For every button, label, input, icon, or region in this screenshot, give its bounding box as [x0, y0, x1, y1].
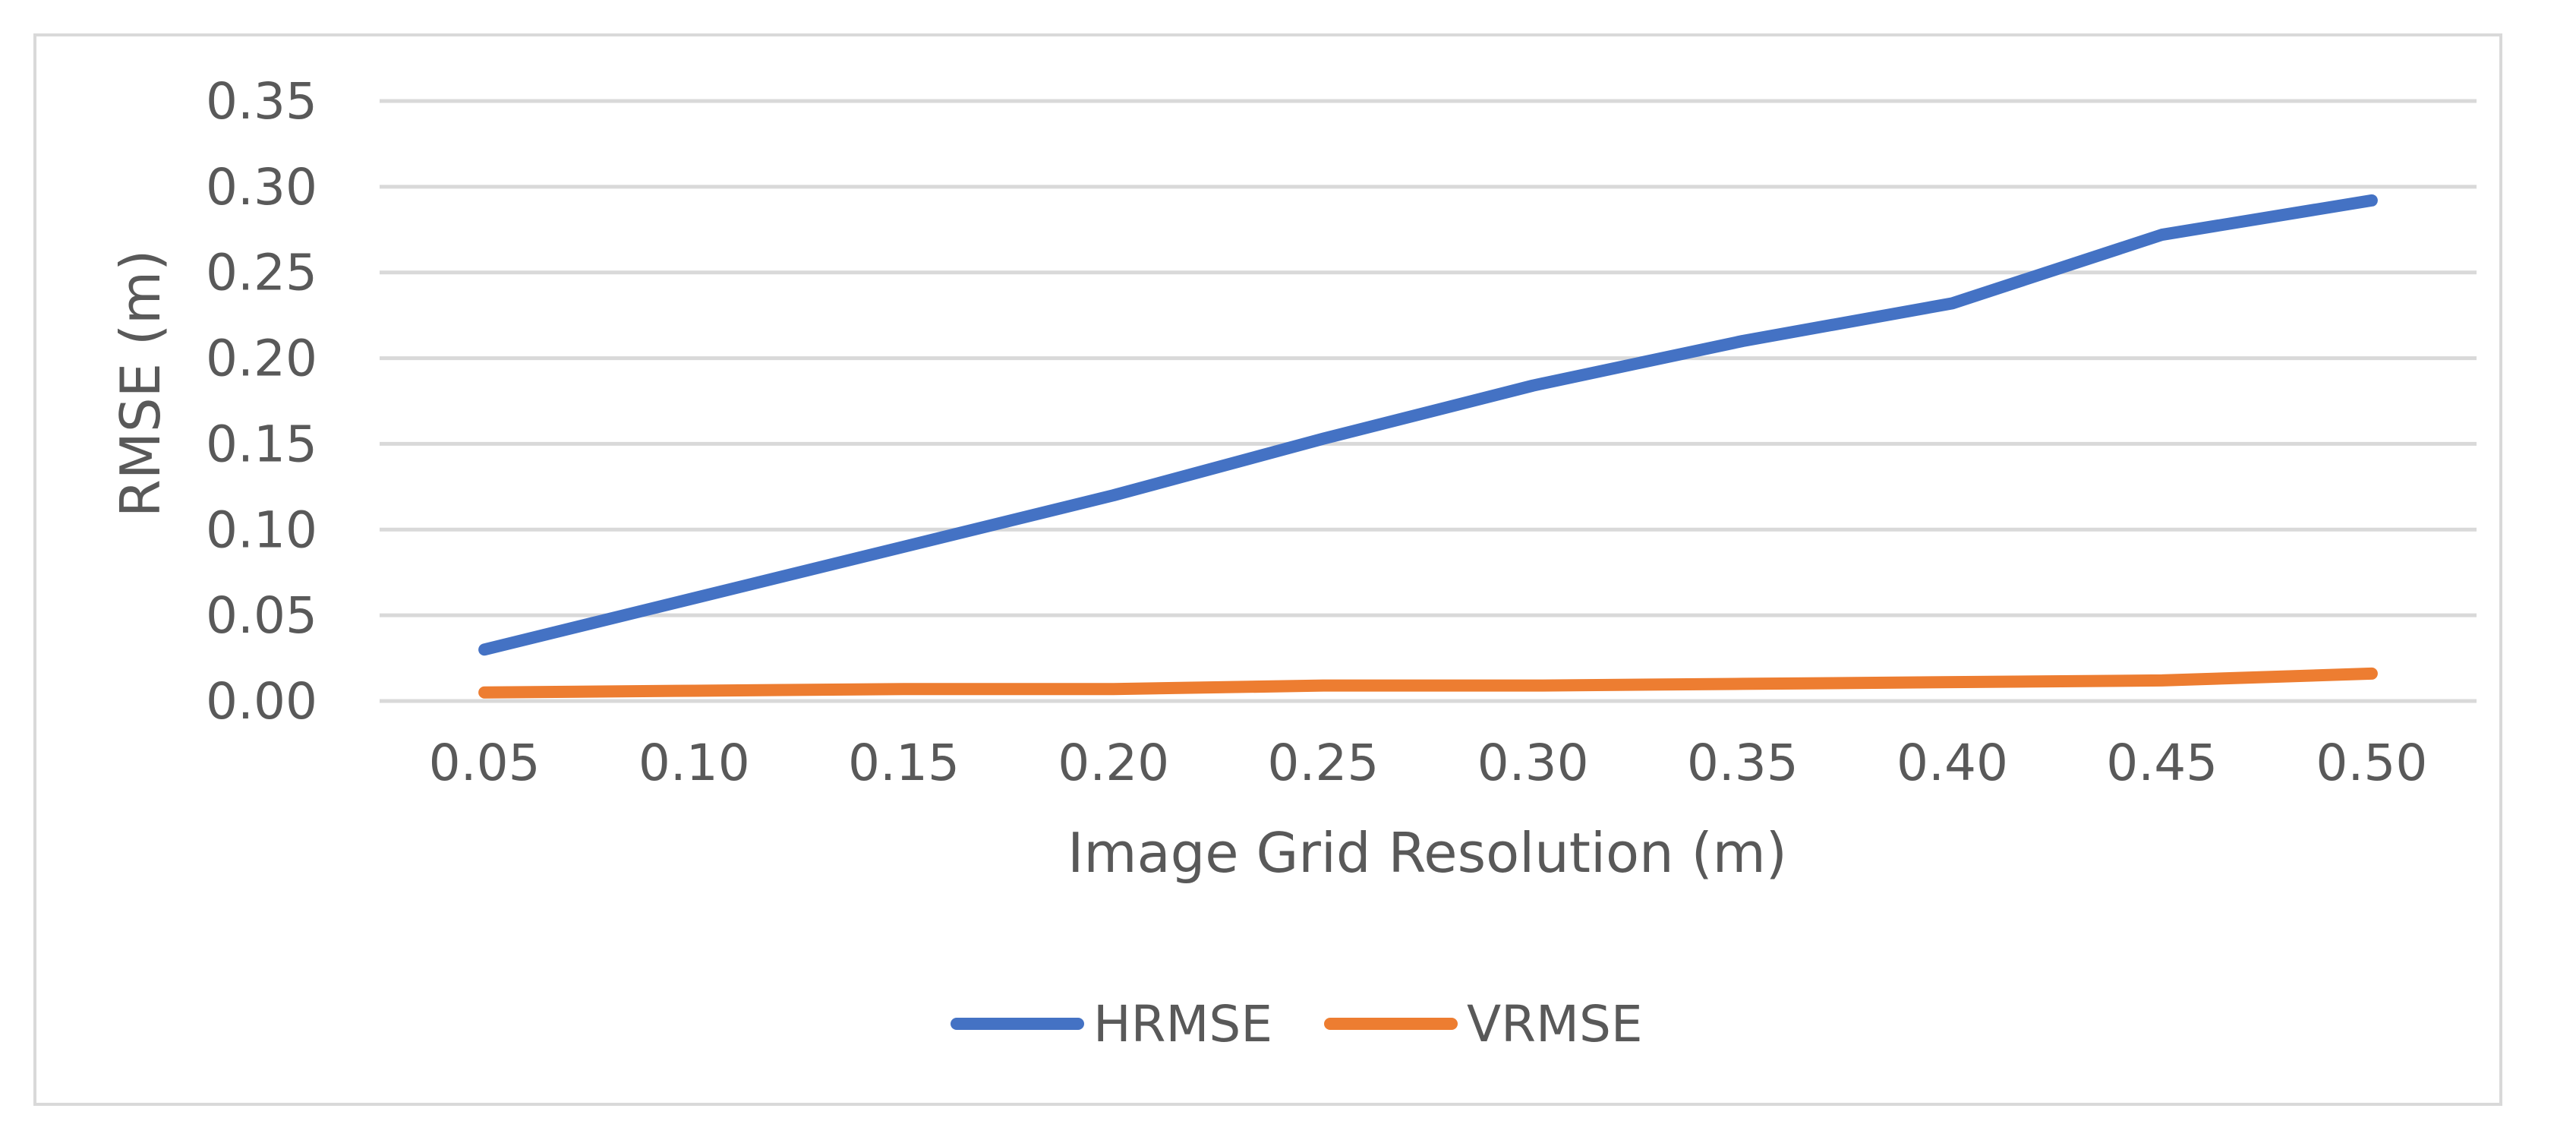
series-lines — [478, 194, 2378, 699]
chart-frame — [33, 33, 2502, 1106]
x-tick-label: 0.45 — [2106, 734, 2218, 792]
y-tick-label: 0.20 — [206, 330, 317, 388]
x-tick-label: 0.40 — [1897, 734, 2008, 792]
x-tick-label: 0.25 — [1267, 734, 1379, 792]
series-line-vrmse — [478, 667, 2378, 699]
y-tick-label: 0.25 — [206, 244, 317, 302]
x-tick-label: 0.20 — [1058, 734, 1169, 792]
x-tick-label: 0.50 — [2316, 734, 2427, 792]
y-axis-title: RMSE (m) — [109, 250, 172, 518]
x-axis-ticks: 0.05 0.10 0.15 0.20 0.25 0.30 0.35 0.40 0.45 0.50 — [429, 734, 2428, 792]
x-axis-title: Image Grid Resolution (m) — [1067, 821, 1787, 885]
y-tick-label: 0.00 — [206, 672, 317, 731]
x-tick-label: 0.10 — [638, 734, 750, 792]
x-tick-label: 0.05 — [429, 734, 541, 792]
x-tick-label: 0.30 — [1477, 734, 1589, 792]
y-tick-label: 0.15 — [206, 415, 317, 473]
x-tick-label: 0.15 — [848, 734, 960, 792]
y-tick-label: 0.30 — [206, 158, 317, 216]
series-line-hrmse — [478, 194, 2378, 656]
y-tick-label: 0.10 — [206, 501, 317, 559]
y-axis-ticks: 0.00 0.05 0.10 0.15 0.20 0.25 0.30 0.35 — [206, 72, 317, 731]
y-tick-label: 0.05 — [206, 586, 317, 645]
y-tick-label: 0.35 — [206, 72, 317, 131]
legend-label-hrmse: HRMSE — [1093, 995, 1272, 1053]
legend: HRMSE VRMSE — [951, 995, 1643, 1053]
legend-label-vrmse: VRMSE — [1467, 995, 1643, 1053]
x-tick-label: 0.35 — [1687, 734, 1799, 792]
gridlines — [380, 99, 2477, 703]
